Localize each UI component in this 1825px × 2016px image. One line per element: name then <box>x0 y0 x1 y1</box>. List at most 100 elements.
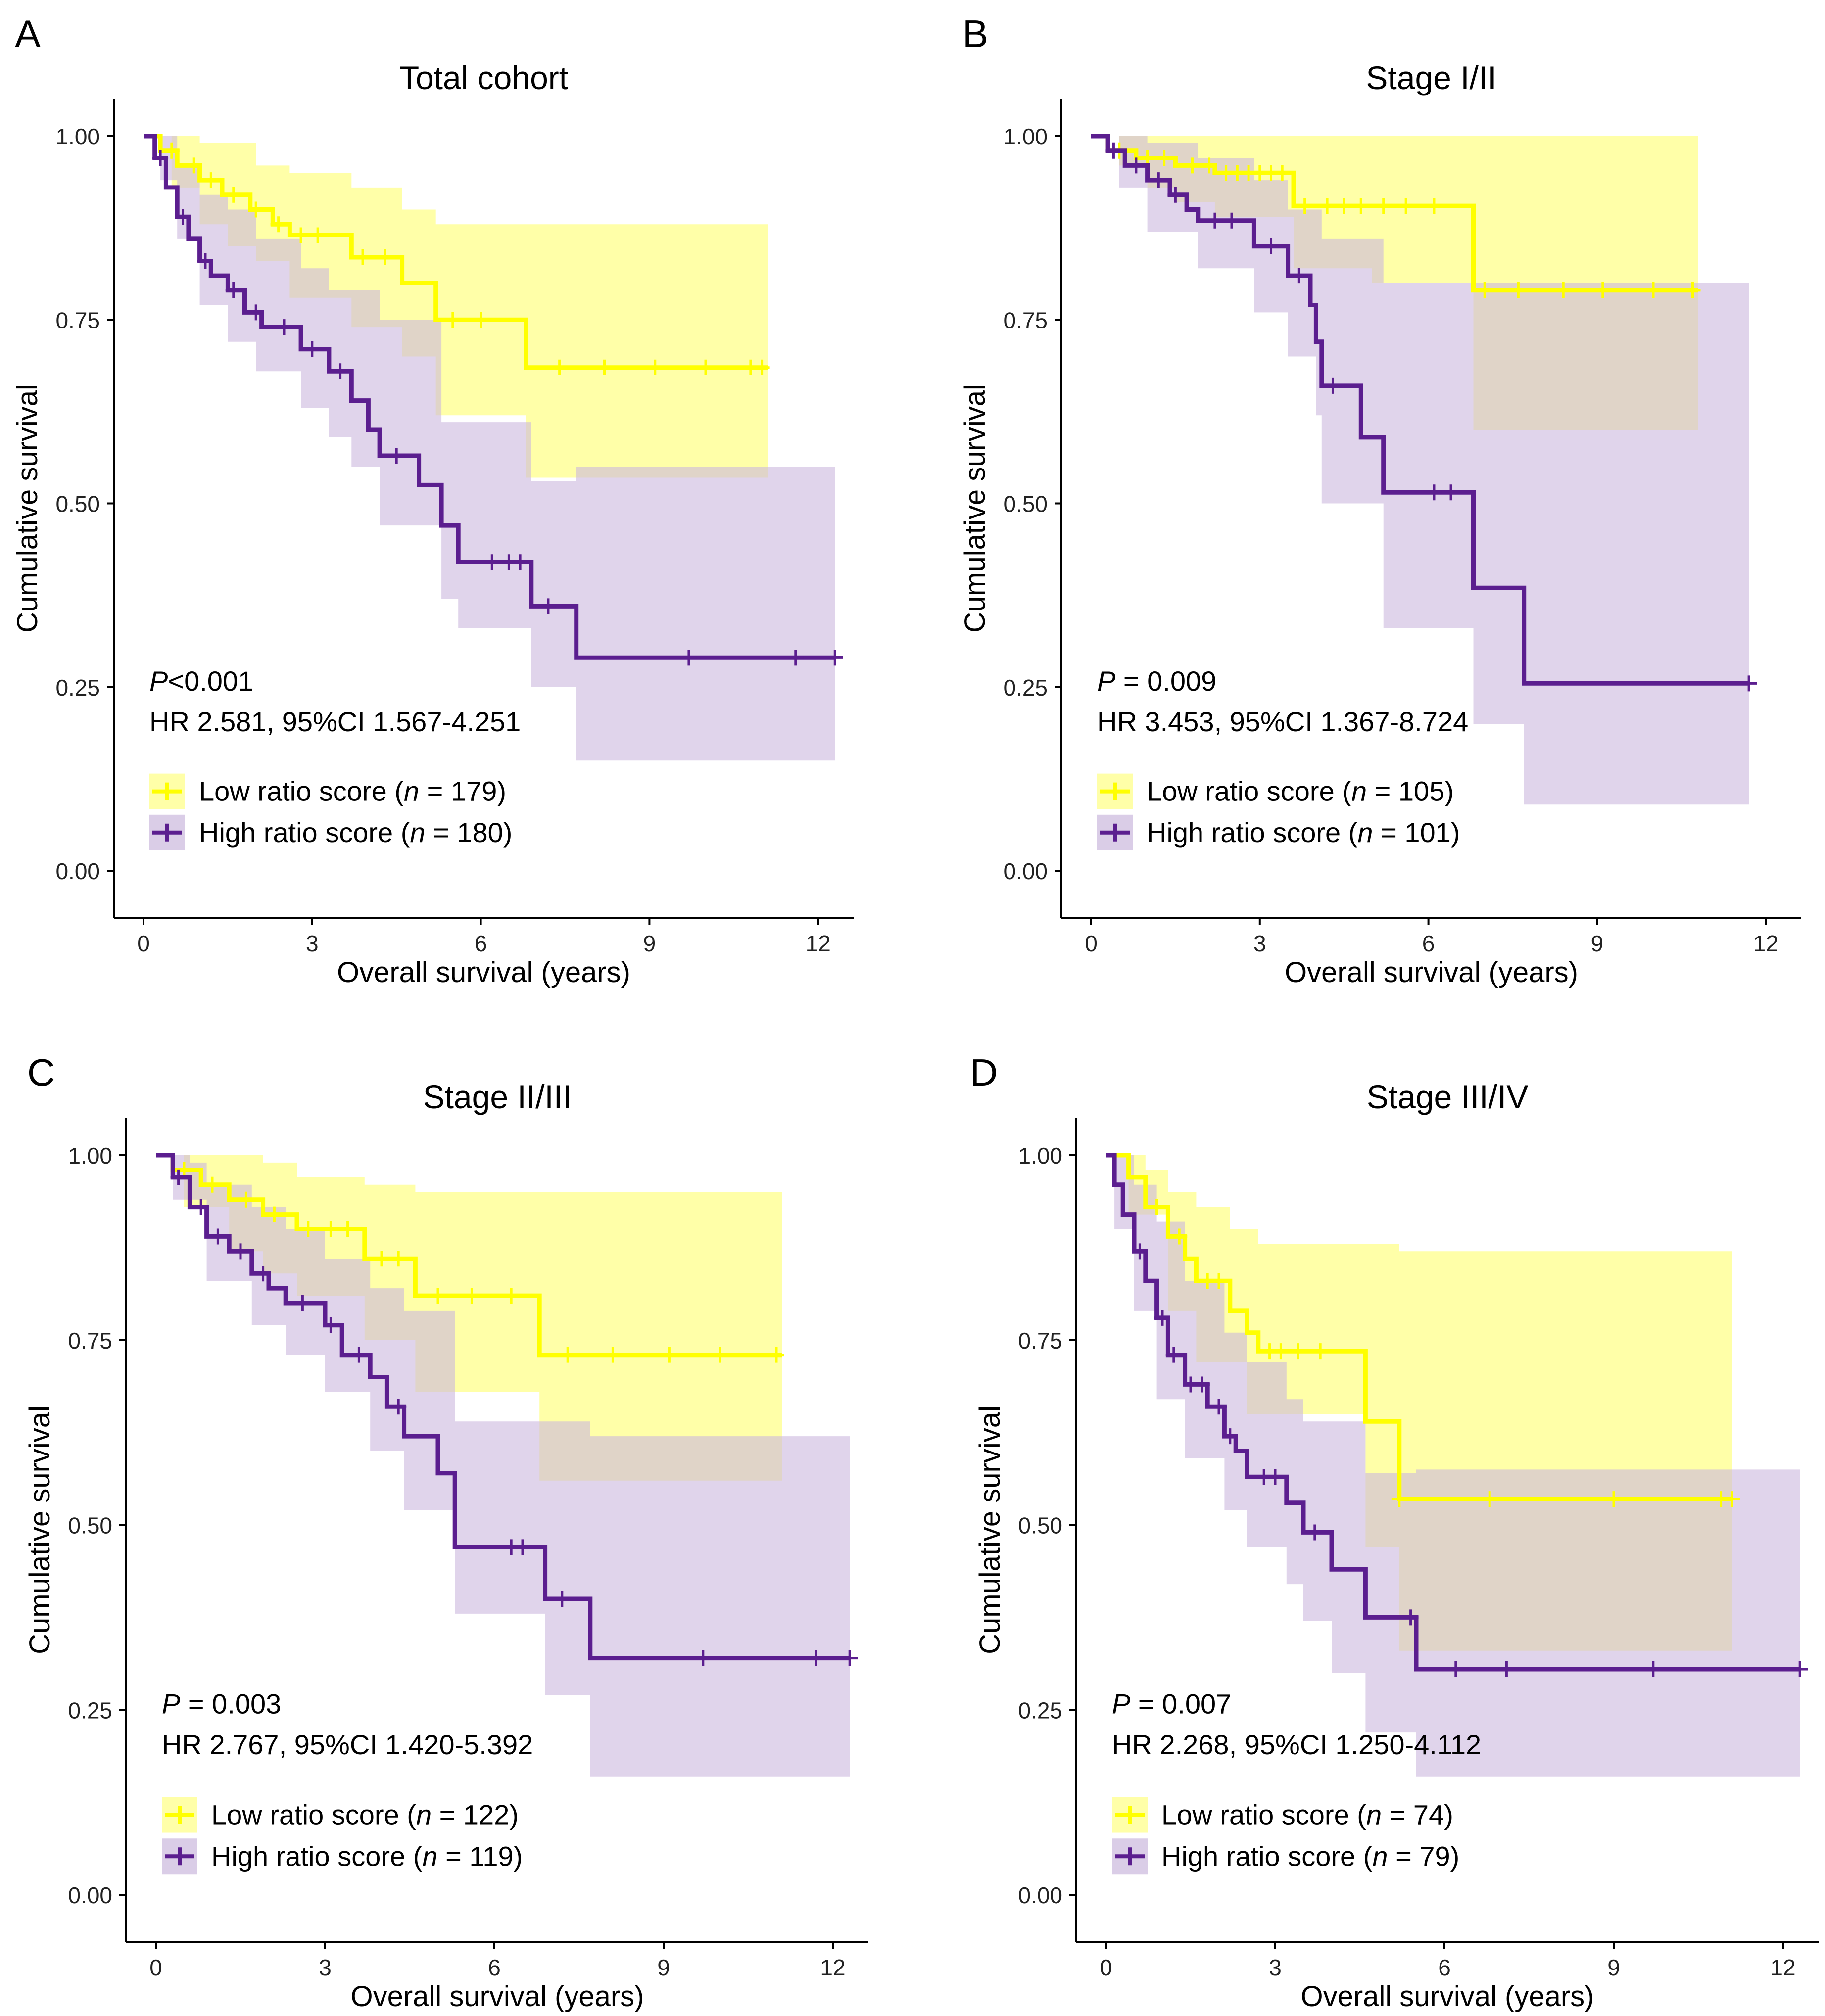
low-censor-mark <box>754 359 770 375</box>
high-survival-curve <box>1091 134 1749 686</box>
y-tick-label: 0.00 <box>1003 858 1048 884</box>
high-censor-mark <box>323 1317 339 1333</box>
legend-label: High ratio score (n = 101) <box>1147 817 1460 848</box>
high-censor-mark <box>540 598 556 614</box>
p-value: P = 0.007 <box>1112 1688 1231 1720</box>
high-censor-mark <box>332 363 348 379</box>
x-tick-label: 9 <box>1607 1955 1620 1980</box>
high-censor-mark <box>248 304 264 321</box>
low-censor-mark <box>390 1251 407 1267</box>
y-tick-label: 0.25 <box>1018 1697 1062 1723</box>
high-censor-mark <box>484 554 500 570</box>
high-censor-mark <box>390 1399 407 1415</box>
x-axis-label: Overall survival (years) <box>1285 956 1578 988</box>
low-censor-mark <box>1297 198 1313 214</box>
low-censor-mark <box>1273 1343 1289 1360</box>
y-tick-label: 0.75 <box>1003 307 1048 333</box>
legend-line <box>165 1806 194 1824</box>
x-tick-label: 3 <box>1253 931 1266 956</box>
low-censor-mark <box>1426 198 1442 214</box>
panel-letter: C <box>27 1051 55 1094</box>
low-censor-mark <box>605 1347 621 1363</box>
y-tick-label: 0.00 <box>68 1882 112 1908</box>
low-ci-band <box>144 136 768 478</box>
x-tick-label: 6 <box>475 931 487 956</box>
high-censor-mark <box>554 1591 570 1607</box>
low-censor-mark <box>464 1288 480 1304</box>
low-censor-mark <box>374 1251 389 1267</box>
low-censor-mark <box>238 1191 254 1208</box>
high-censor-mark <box>695 1650 711 1666</box>
low-censor-mark <box>1149 1199 1165 1215</box>
y-tick-label: 1.00 <box>1003 124 1048 149</box>
high-censor-mark <box>1498 1661 1515 1678</box>
x-tick-label: 6 <box>488 1955 501 1980</box>
legend-line <box>1100 823 1130 842</box>
high-censor-mark <box>1165 1347 1182 1363</box>
p-value: P<0.001 <box>149 665 253 697</box>
y-tick-label: 1.00 <box>68 1143 112 1169</box>
low-censor-mark <box>1201 157 1217 174</box>
high-censor-mark <box>680 650 697 666</box>
high-censor-mark <box>842 1650 858 1666</box>
panel-b: B Stage I/II 0.00 0.25 0.50 0.75 1.00 0 3 6 9 12 Ove… <box>959 12 1801 988</box>
low-censor-mark <box>248 201 264 218</box>
low-legend-entry: Low ratio score (n = 105) <box>1097 773 1454 809</box>
high-censor-mark <box>225 282 241 298</box>
low-censor-mark <box>596 359 613 375</box>
low-censor-mark <box>377 249 393 266</box>
high-censor-mark <box>193 1199 209 1215</box>
y-tick-label: 1.00 <box>55 124 100 149</box>
legend-line <box>1115 1806 1145 1824</box>
low-legend-entry: Low ratio score (n = 179) <box>149 773 506 809</box>
y-tick-label: 0.50 <box>1003 491 1048 517</box>
y-tick-label: 0.75 <box>55 307 100 333</box>
high-ci-band <box>1106 1155 1800 1777</box>
high-ci-band <box>1091 136 1749 805</box>
chart-title: Total cohort <box>399 59 568 96</box>
y-axis-label: Cumulative survival <box>974 1406 1006 1654</box>
y-tick-label: 0.75 <box>1018 1328 1062 1354</box>
low-censor-mark <box>1184 157 1201 174</box>
high-censor-mark <box>1206 212 1223 229</box>
hazard-ratio: HR 2.268, 95%CI 1.250-4.112 <box>1112 1729 1481 1760</box>
legend-label: Low ratio score (n = 74) <box>1161 1799 1453 1830</box>
high-censor-mark <box>210 1228 226 1245</box>
legend-line <box>152 782 182 800</box>
low-censor-mark <box>647 359 663 375</box>
legend-line <box>165 1847 194 1866</box>
y-axis-label: Cumulative survival <box>959 384 991 633</box>
x-tick-label: 9 <box>1591 931 1604 956</box>
low-censor-mark <box>768 1347 784 1363</box>
high-censor-mark <box>1741 675 1757 692</box>
high-censor-mark <box>170 1169 187 1185</box>
low-censor-mark <box>323 1221 339 1237</box>
low-censor-mark <box>1606 1491 1622 1507</box>
x-tick-label: 0 <box>149 1955 162 1980</box>
high-censor-mark <box>1224 212 1240 229</box>
y-tick-label: 0.50 <box>1018 1513 1062 1539</box>
low-censor-mark <box>444 312 461 328</box>
low-survival-curve <box>144 134 768 370</box>
low-censor-mark <box>712 1347 728 1363</box>
high-censor-mark <box>304 341 320 357</box>
y-tick-label: 0.00 <box>55 858 100 884</box>
low-censor-mark <box>560 1347 576 1363</box>
low-censor-mark <box>1594 282 1611 298</box>
low-censor-mark <box>300 1221 316 1237</box>
high-censor-mark <box>515 1539 530 1555</box>
high-legend-entry: High ratio score (n = 79) <box>1112 1838 1459 1875</box>
x-tick-label: 12 <box>820 1955 845 1980</box>
high-censor-mark <box>175 209 191 225</box>
high-censor-mark <box>1211 1399 1227 1415</box>
p-value: P = 0.003 <box>162 1688 281 1720</box>
high-censor-mark <box>1132 1243 1148 1260</box>
x-tick-label: 6 <box>1422 931 1435 956</box>
y-axis-label: Cumulative survival <box>11 384 44 633</box>
hazard-ratio: HR 2.581, 95%CI 1.567-4.251 <box>149 706 521 737</box>
high-censor-mark <box>512 554 528 570</box>
low-censor-mark <box>1211 1273 1227 1289</box>
low-censor-mark <box>1645 282 1661 298</box>
panel-a: A Total cohort 0.00 0.25 0.50 0.75 1.00 0 3 6 9 12 O… <box>11 12 854 988</box>
panel-d: D Stage III/IV 0.00 0.25 0.50 0.75 1.00 0 3 6 9 12 O… <box>970 1051 1819 2013</box>
